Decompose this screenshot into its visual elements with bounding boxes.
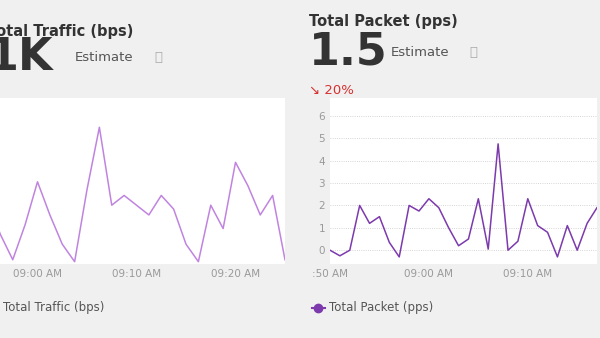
Text: ↘ 20%: ↘ 20% xyxy=(309,84,354,97)
Text: Estimate: Estimate xyxy=(74,51,133,64)
Text: ⓘ: ⓘ xyxy=(469,46,477,59)
Text: ⓘ: ⓘ xyxy=(155,51,163,64)
Text: Total Packet (pps): Total Packet (pps) xyxy=(329,301,434,314)
Text: 1K: 1K xyxy=(0,36,53,79)
Text: Estimate: Estimate xyxy=(391,46,449,59)
Text: Total Traffic (bps): Total Traffic (bps) xyxy=(3,301,104,314)
Text: Total Packet (pps): Total Packet (pps) xyxy=(309,14,458,28)
Text: 1.5: 1.5 xyxy=(309,31,388,74)
Text: Total Traffic (bps): Total Traffic (bps) xyxy=(0,24,133,39)
